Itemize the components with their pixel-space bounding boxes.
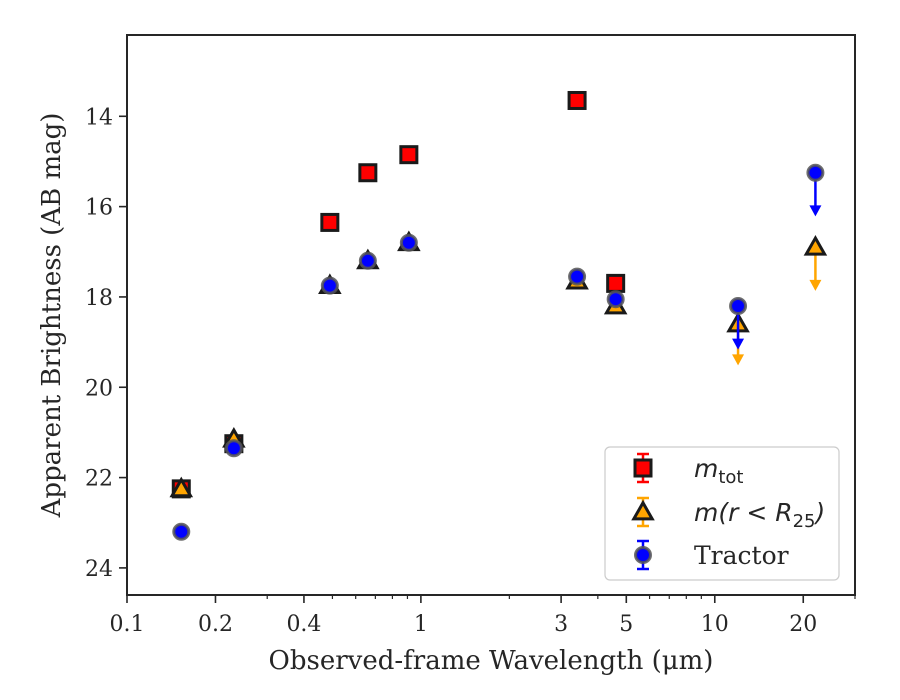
data-point-tractor <box>729 296 748 315</box>
data-point-mtot <box>320 212 340 232</box>
data-marks <box>169 90 828 541</box>
y-axis: 14 16 18 20 22 24 <box>85 105 127 582</box>
legend-suffix: ) <box>814 498 826 527</box>
x-tick-label: 3 <box>554 612 568 637</box>
x-tick-label: 0.4 <box>286 612 321 637</box>
upper-limit-arrowhead <box>809 205 822 217</box>
series-tractor <box>172 163 825 541</box>
upper-limit-arrowhead <box>732 354 745 366</box>
x-axis-label: Observed-frame Wavelength (μm) <box>269 646 714 676</box>
legend-label-tractor: Tractor <box>694 541 789 570</box>
legend-box <box>604 446 840 581</box>
y-tick-label: 22 <box>85 467 113 492</box>
upper-limit-arrowhead <box>732 338 745 350</box>
y-tick-label: 16 <box>85 196 113 221</box>
legend-subscript: tot <box>718 467 743 488</box>
data-point-tractor <box>320 276 339 295</box>
x-tick-label: 0.2 <box>198 612 233 637</box>
legend-label-mr25: m(r < R25) <box>694 498 825 532</box>
series-mtot <box>171 90 626 499</box>
x-tick-label: 0.1 <box>110 612 145 637</box>
data-point-tractor <box>399 233 418 252</box>
data-point-mtot <box>567 90 587 110</box>
data-point-tractor <box>806 163 825 182</box>
y-axis-label: Apparent Brightness (AB mag) <box>37 113 67 519</box>
upper-limit-arrowhead <box>809 279 822 291</box>
x-tick-label: 1 <box>414 612 428 637</box>
data-point-mtot <box>358 163 378 183</box>
y-tick-label: 20 <box>85 376 113 401</box>
data-point-tractor <box>606 290 625 309</box>
data-point-mr25 <box>169 476 194 498</box>
x-tick-label: 5 <box>619 612 633 637</box>
legend-subscript: 25 <box>793 511 816 532</box>
data-point-mtot <box>399 145 419 165</box>
x-tick-label: 10 <box>701 612 729 637</box>
data-point-mr25 <box>803 235 828 256</box>
y-tick-label: 24 <box>85 557 113 582</box>
legend-marker-mr25 <box>631 499 655 521</box>
data-point-mtot <box>606 273 626 293</box>
data-point-tractor <box>568 267 587 286</box>
x-tick-label: 20 <box>789 612 817 637</box>
data-point-tractor <box>172 522 191 541</box>
x-axis: 0.1 0.2 0.4 1 3 5 10 20 <box>110 595 856 637</box>
legend-marker-mtot <box>633 458 653 478</box>
plot-frame <box>126 34 856 596</box>
data-point-tractor <box>358 251 377 270</box>
legend-marker-tractor <box>634 546 652 564</box>
data-point-tractor <box>224 439 243 458</box>
y-tick-label: 18 <box>85 286 113 311</box>
y-tick-label: 14 <box>85 105 113 130</box>
